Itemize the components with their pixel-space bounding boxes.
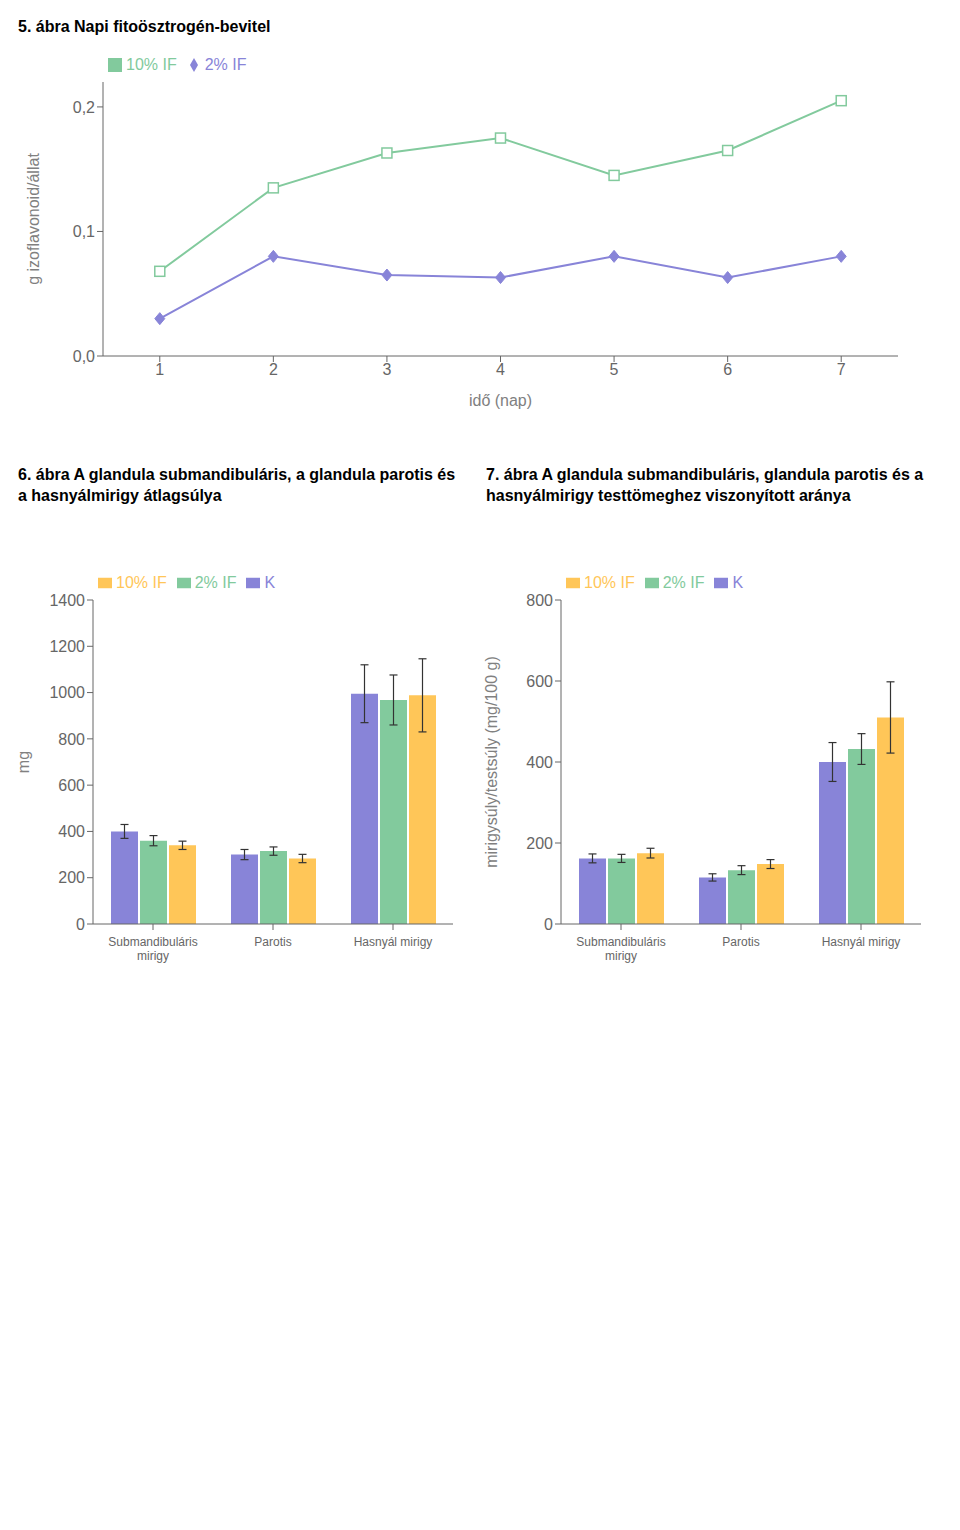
svg-text:7: 7 [837,361,846,378]
svg-text:5: 5 [610,361,619,378]
html-text:2% IF: 2% IF [662,573,705,591]
svg-text:mg: mg [15,750,32,772]
svg-text:Parotis: Parotis [722,935,759,949]
svg-text:0,0: 0,0 [73,347,95,364]
svg-text:600: 600 [526,672,553,689]
svg-text:800: 800 [526,591,553,608]
svg-text:Hasnyál mirigy: Hasnyál mirigy [354,935,433,949]
svg-text:1200: 1200 [49,638,85,655]
svg-text:200: 200 [58,869,85,886]
svg-text:800: 800 [58,730,85,747]
html-text:10% IF: 10% IF [116,573,167,591]
svg-text:400: 400 [58,823,85,840]
svg-text:0: 0 [76,915,85,932]
html-text:2% IF: 2% IF [204,55,247,73]
html-text:7. ábra A glandula submandibul: 7. ábra A glandula submandibuláris, glan… [486,465,924,505]
html-text:K: K [732,573,744,591]
svg-text:Hasnyál mirigy: Hasnyál mirigy [822,935,901,949]
html-text:6. ábra A glandula submandibul: 6. ábra A glandula submandibuláris, a gl… [18,465,456,505]
svg-text:1000: 1000 [49,684,85,701]
svg-text:2: 2 [269,361,278,378]
svg-text:0,2: 0,2 [73,98,95,115]
svg-text:1: 1 [155,361,164,378]
svg-text:4: 4 [496,361,505,378]
html-text:10% IF: 10% IF [126,55,177,73]
svg-text:1400: 1400 [49,591,85,608]
svg-text:Submandibulárismirigy: Submandibulárismirigy [576,935,665,963]
svg-text:Parotis: Parotis [254,935,291,949]
svg-text:3: 3 [382,361,391,378]
svg-text:0: 0 [544,915,553,932]
svg-text:idő (nap): idő (nap) [469,392,532,409]
html-text:10% IF: 10% IF [584,573,635,591]
html-text:K: K [264,573,276,591]
svg-text:0,1: 0,1 [73,223,95,240]
svg-text:600: 600 [58,776,85,793]
html-text:5. ábra Napi fitoösztrogén-bev: 5. ábra Napi fitoösztrogén-bevitel [18,18,271,35]
svg-text:400: 400 [526,753,553,770]
svg-text:mirigysúly/testsúly (mg/100 g): mirigysúly/testsúly (mg/100 g) [483,656,500,868]
html-text:2% IF: 2% IF [194,573,237,591]
svg-text:g izoflavonoid/állat: g izoflavonoid/állat [25,152,42,284]
svg-text:6: 6 [723,361,732,378]
svg-text:Submandibulárismirigy: Submandibulárismirigy [108,935,197,963]
svg-text:200: 200 [526,834,553,851]
